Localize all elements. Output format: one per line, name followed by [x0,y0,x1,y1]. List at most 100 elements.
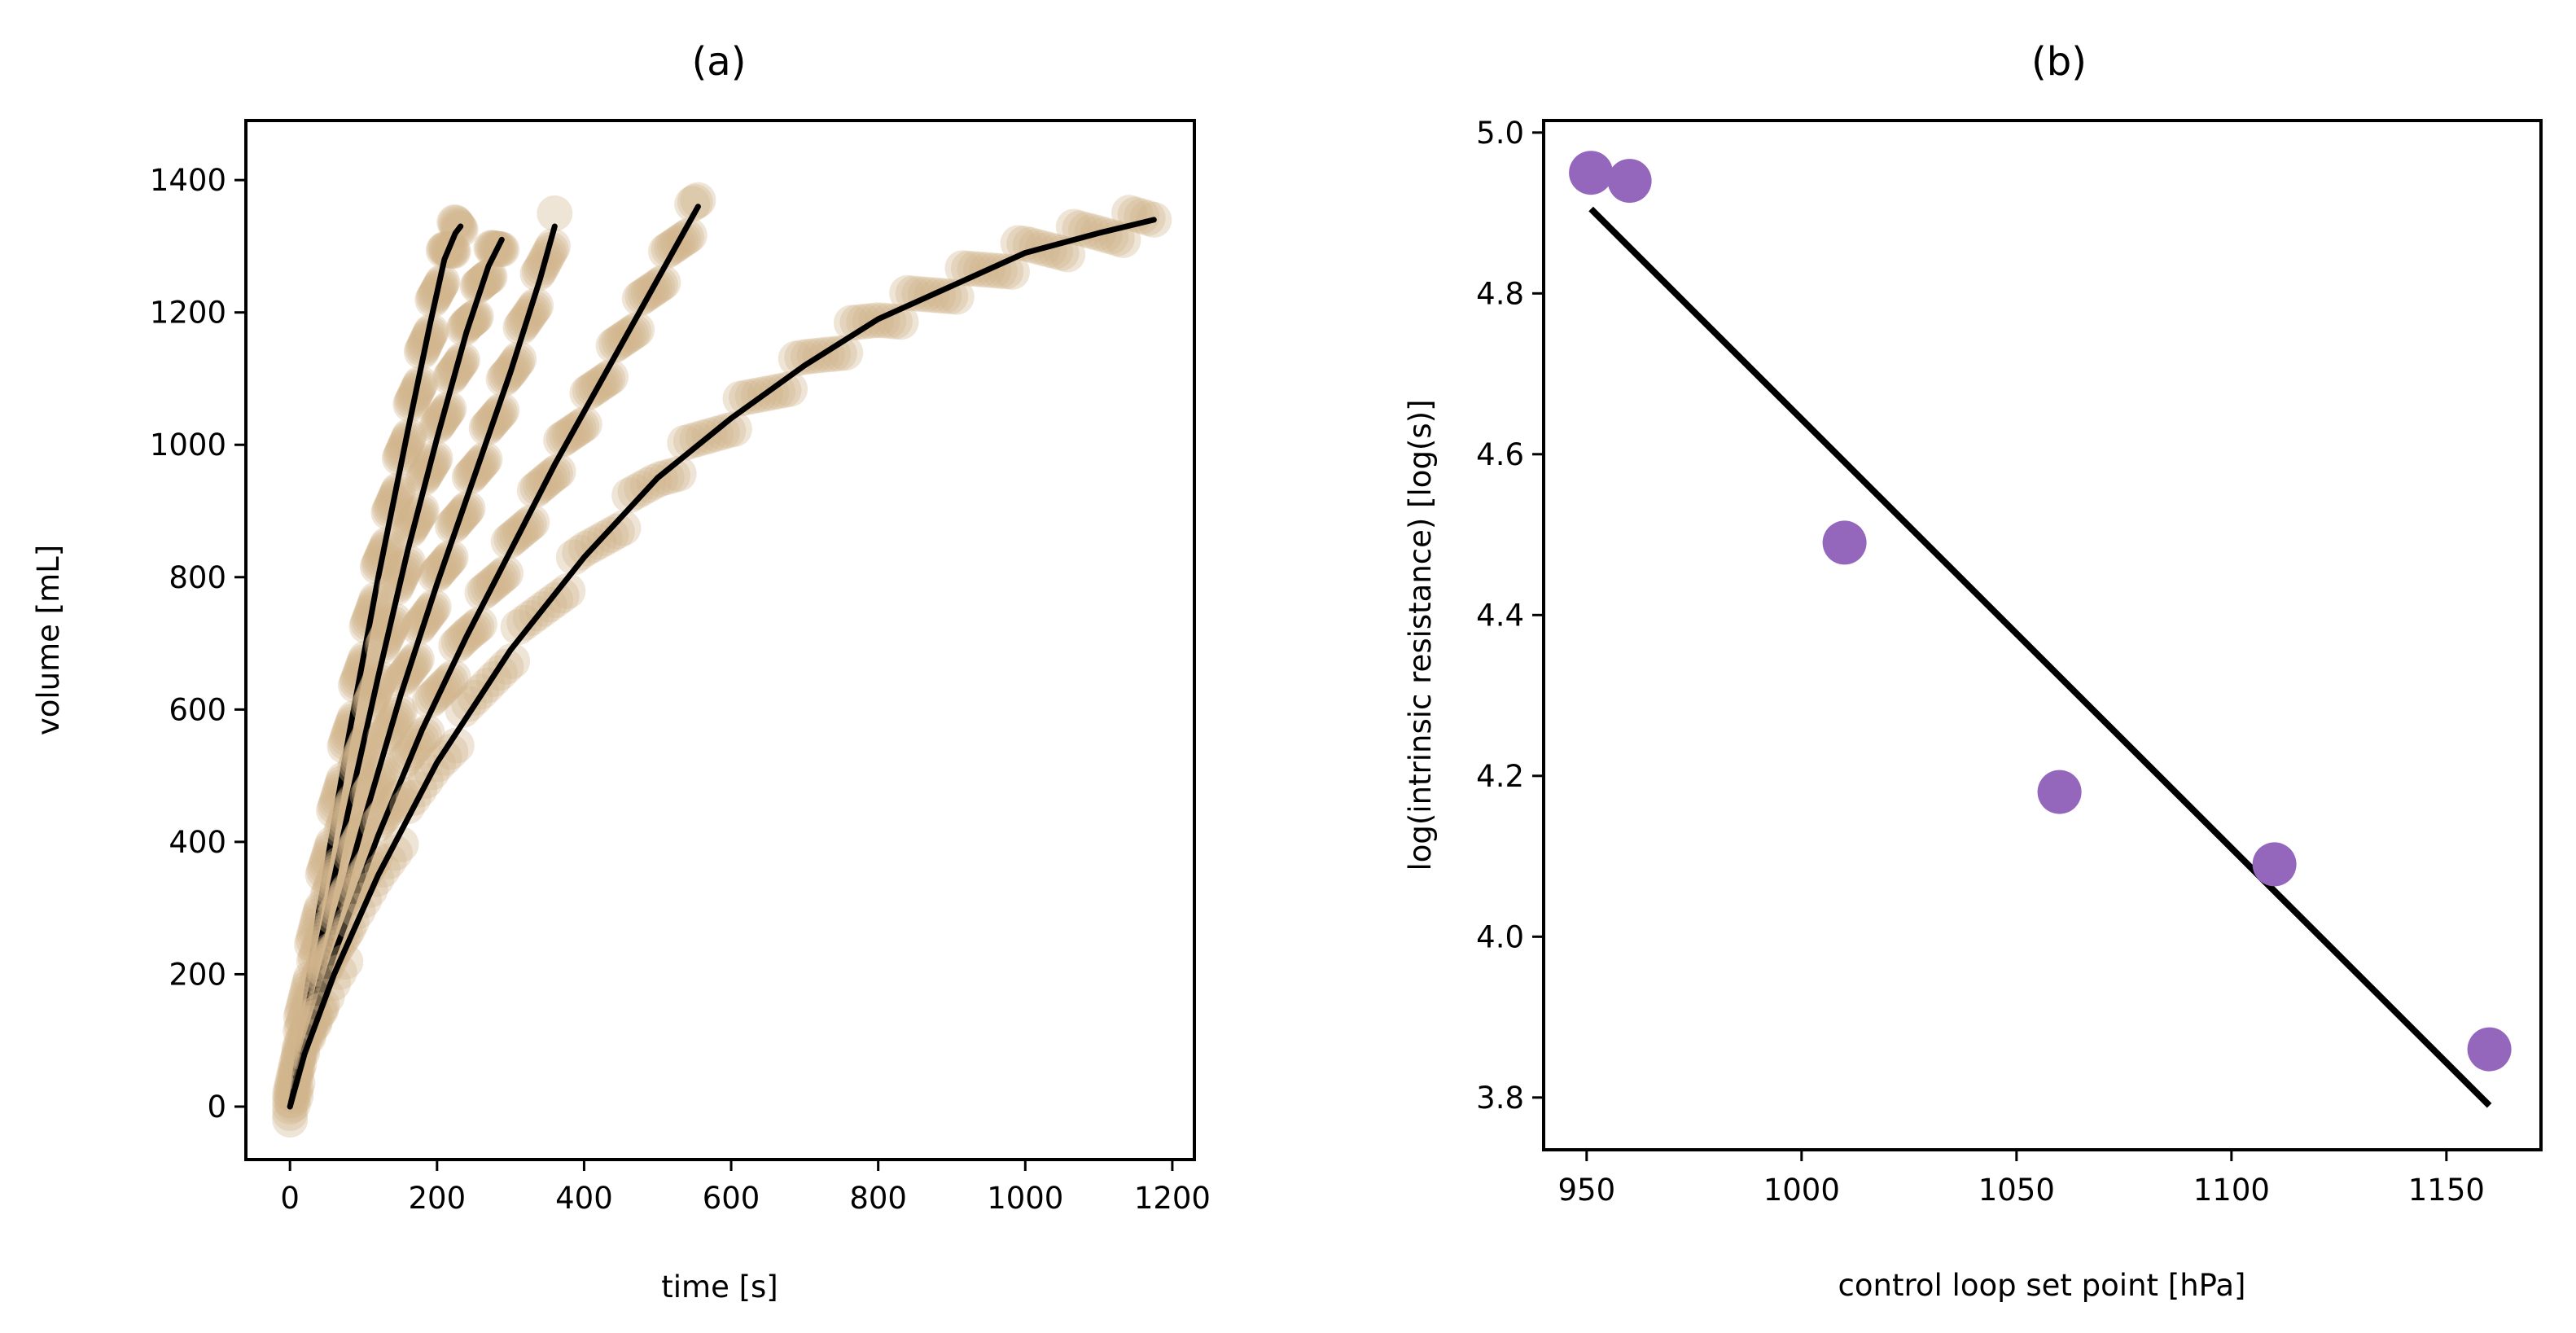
x-tick-label: 600 [703,1181,760,1216]
plot-frame-b [1542,119,2543,1151]
y-ticks-b: 3.8 4.0 4.2 4.4 4.6 4.8 5.0 [1476,116,1544,1116]
y-ticks-a: 0 200 400 600 800 1000 1200 1400 [150,163,246,1125]
data-marker [364,628,401,664]
data-marker [674,186,711,222]
panel-a: (a) 0 200 400 600 800 1000 1200 0 200 400 600 800 1… [31,39,1211,1304]
data-marker [392,512,427,549]
y-tick-label: 4.0 [1476,919,1524,954]
x-ticks-a: 0 200 400 600 800 1000 1200 [280,1160,1211,1216]
data-marker [595,327,632,364]
series-run-2 [272,230,520,1118]
scatter-point [2252,842,2297,887]
data-marker [895,275,931,312]
y-tick-label: 4.8 [1476,276,1524,311]
data-marker [598,513,635,550]
data-marker [437,204,474,241]
x-tick-label: 950 [1557,1173,1615,1208]
data-marker [504,306,541,343]
x-ticks-b: 950 1000 1050 1100 1150 [1557,1150,2485,1208]
data-marker [932,278,969,314]
data-marker [593,516,629,553]
data-marker [537,195,573,231]
title-b: (b) [2031,39,2087,85]
data-marker [790,338,826,375]
y-tick-label: 800 [169,560,226,595]
data-marker [403,492,440,528]
data-marker [417,440,453,476]
data-marker [760,373,795,410]
data-marker [1019,228,1055,265]
y-tick-label: 0 [207,1090,226,1125]
scatter-point [1607,159,1652,204]
data-marker [439,206,475,243]
scatter-point [1569,151,1614,195]
data-marker [376,603,413,638]
data-marker [543,577,580,614]
x-axis-label-a: time [s] [661,1269,778,1304]
data-marker [445,692,481,728]
data-marker [272,1095,309,1131]
data-marker [1129,200,1166,236]
x-tick-label: 1000 [1763,1173,1840,1208]
series-run-5 [272,195,1172,1138]
x-tick-label: 1150 [2408,1173,2485,1208]
regression-line [1588,206,2492,1108]
y-tick-label: 1400 [150,163,226,198]
data-marker [562,534,598,571]
data-marker [734,378,771,414]
series-group-b [1569,151,2512,1108]
data-marker [424,264,461,300]
data-marker [436,204,473,240]
y-tick-label: 4.4 [1476,598,1524,633]
data-marker [543,422,580,458]
data-marker [729,379,765,415]
y-tick-label: 4.2 [1476,759,1524,794]
y-axis-label-a: volume [mL] [31,545,66,735]
x-tick-label: 1100 [2193,1173,2270,1208]
data-marker [950,250,987,287]
plot-frame-a [244,119,1196,1161]
data-marker [605,510,642,546]
fit-line-run-3 [287,223,558,1110]
data-marker [710,412,747,449]
y-tick-label: 4.6 [1476,437,1524,472]
y-axis-label-b: log(intrinsic resistance) [log(s)] [1403,399,1438,870]
data-marker [568,530,604,567]
x-tick-label: 0 [280,1181,300,1216]
x-tick-label: 200 [408,1181,466,1216]
scatter-point [2037,770,2082,814]
data-marker [566,406,602,442]
y-tick-label: 5.0 [1476,116,1524,151]
data-marker [671,217,708,253]
x-tick-label: 1200 [1134,1181,1211,1216]
data-marker [1086,217,1123,253]
data-marker [821,335,857,371]
data-marker [648,233,684,270]
data-marker [655,458,691,493]
data-marker [390,544,427,581]
scatter-point [2467,1027,2512,1072]
data-marker [1074,213,1111,250]
fit-line-run-5 [287,217,1157,1110]
data-marker [611,477,648,514]
y-tick-label: 1000 [150,428,226,463]
data-marker [1031,231,1067,268]
data-marker [617,474,654,511]
x-axis-label-b: control loop set point [hPa] [1838,1268,2246,1303]
data-marker [680,182,716,218]
y-tick-label: 400 [169,825,226,860]
data-marker [621,280,658,317]
data-marker [272,1102,309,1138]
scatter-point [1822,520,1867,565]
x-tick-label: 400 [555,1181,613,1216]
data-marker [839,304,876,340]
data-marker [624,471,660,506]
y-tick-label: 1200 [150,296,226,331]
data-marker [378,570,414,606]
x-tick-label: 1000 [987,1181,1063,1216]
fit-line-run-4 [287,204,701,1110]
data-marker [784,339,821,375]
data-marker [672,423,709,459]
y-tick-label: 3.8 [1476,1081,1524,1116]
